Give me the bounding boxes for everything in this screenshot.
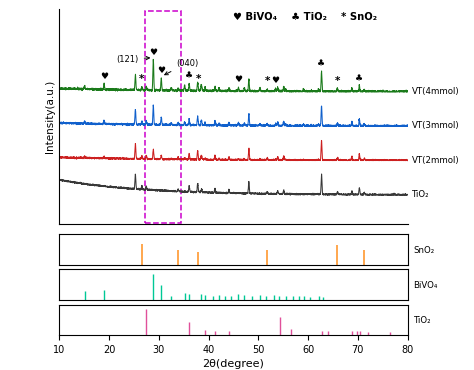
Text: *: * — [264, 76, 270, 86]
Bar — [145, 11, 181, 223]
Text: ♥: ♥ — [149, 48, 157, 57]
Text: ♣: ♣ — [185, 71, 193, 81]
Text: ♥ BiVO₄    ♣ TiO₂    * SnO₂: ♥ BiVO₄ ♣ TiO₂ * SnO₂ — [233, 13, 378, 23]
Text: ♥: ♥ — [157, 66, 165, 75]
Text: ♣: ♣ — [356, 74, 364, 83]
Text: *: * — [139, 74, 145, 84]
Text: ♥: ♥ — [272, 76, 280, 85]
Text: TiO₂: TiO₂ — [411, 190, 429, 199]
Y-axis label: Intensity(a.u.): Intensity(a.u.) — [45, 80, 55, 153]
X-axis label: 2θ(degree): 2θ(degree) — [202, 359, 264, 369]
Text: *: * — [195, 74, 201, 84]
Text: ♥: ♥ — [100, 72, 108, 81]
Text: SnO₂: SnO₂ — [414, 246, 435, 255]
Text: ♣: ♣ — [318, 59, 326, 68]
Text: BiVO₄: BiVO₄ — [414, 281, 438, 290]
Text: VT(2mmol): VT(2mmol) — [411, 156, 459, 165]
Text: (121): (121) — [117, 54, 149, 64]
Text: VT(4mmol): VT(4mmol) — [411, 87, 459, 96]
Text: VT(3mmol): VT(3mmol) — [411, 121, 459, 130]
Text: ♥: ♥ — [234, 75, 243, 84]
Text: TiO₂: TiO₂ — [414, 316, 431, 325]
Text: (040): (040) — [165, 59, 199, 75]
Text: *: * — [335, 76, 340, 86]
